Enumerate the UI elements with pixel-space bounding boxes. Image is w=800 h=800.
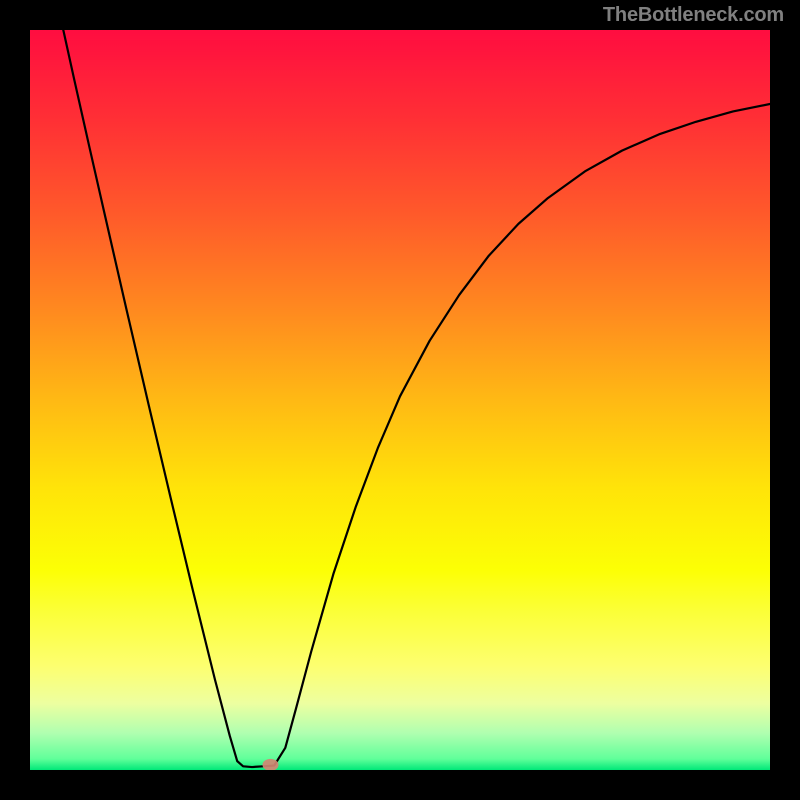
watermark-text: TheBottleneck.com (603, 4, 784, 27)
plot-area (30, 30, 770, 770)
chart-frame: TheBottleneck.com (0, 0, 800, 800)
gradient-background (30, 30, 770, 770)
plot-svg (30, 30, 770, 770)
